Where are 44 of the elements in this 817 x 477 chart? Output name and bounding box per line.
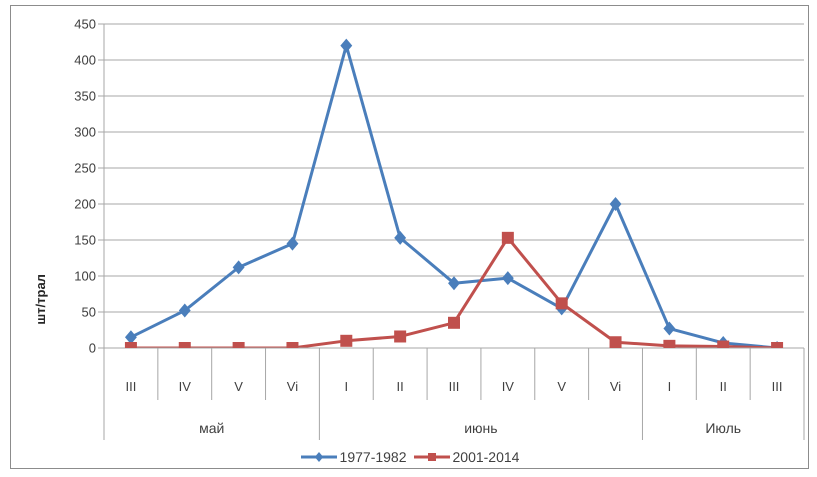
y-tick-label: 50 xyxy=(82,304,96,320)
text: Июль xyxy=(705,420,742,436)
x-tick-label: Vi xyxy=(610,379,622,394)
x-tick-label: I xyxy=(344,379,348,394)
point xyxy=(556,297,568,310)
y-tick-label: 100 xyxy=(74,268,96,284)
point xyxy=(340,38,352,53)
point xyxy=(448,276,460,290)
x-tick-label: III xyxy=(448,379,460,394)
x-tick-label: V xyxy=(234,379,244,394)
x-tick-label: III xyxy=(126,379,136,394)
y-axis-title: шт/трал xyxy=(33,274,48,325)
text: июнь xyxy=(464,420,498,436)
y-tick-label: 150 xyxy=(74,232,96,248)
x-tick-label: I xyxy=(668,379,672,394)
y-tick-label: 400 xyxy=(74,52,96,68)
y-tick-label: 250 xyxy=(74,160,96,176)
x-tick-label: Vi xyxy=(286,379,298,394)
legend-label: 2001-2014 xyxy=(452,449,520,465)
point xyxy=(394,230,406,245)
x-tick-label: V xyxy=(557,379,566,394)
point xyxy=(286,236,298,251)
point xyxy=(502,232,514,244)
point xyxy=(663,322,676,336)
y-tick-label: 200 xyxy=(74,196,96,212)
legend-label: 1977-1982 xyxy=(340,449,406,465)
y-tick-label: 0 xyxy=(88,340,96,356)
point xyxy=(340,334,352,347)
point xyxy=(610,197,622,211)
text: май xyxy=(199,420,224,436)
y-tick-label: 350 xyxy=(74,88,96,104)
x-tick-label: II xyxy=(396,379,404,394)
x-tick-label: II xyxy=(720,379,727,394)
point xyxy=(178,304,191,318)
y-tick-label: 450 xyxy=(74,16,96,32)
point xyxy=(394,330,406,342)
point xyxy=(502,271,514,286)
x-tick-label: IV xyxy=(502,379,514,394)
point xyxy=(448,316,460,329)
y-tick-label: 300 xyxy=(74,124,96,140)
x-tick-label: III xyxy=(772,379,782,394)
point xyxy=(610,336,622,348)
point xyxy=(232,260,245,274)
x-tick-label: IV xyxy=(178,379,192,394)
